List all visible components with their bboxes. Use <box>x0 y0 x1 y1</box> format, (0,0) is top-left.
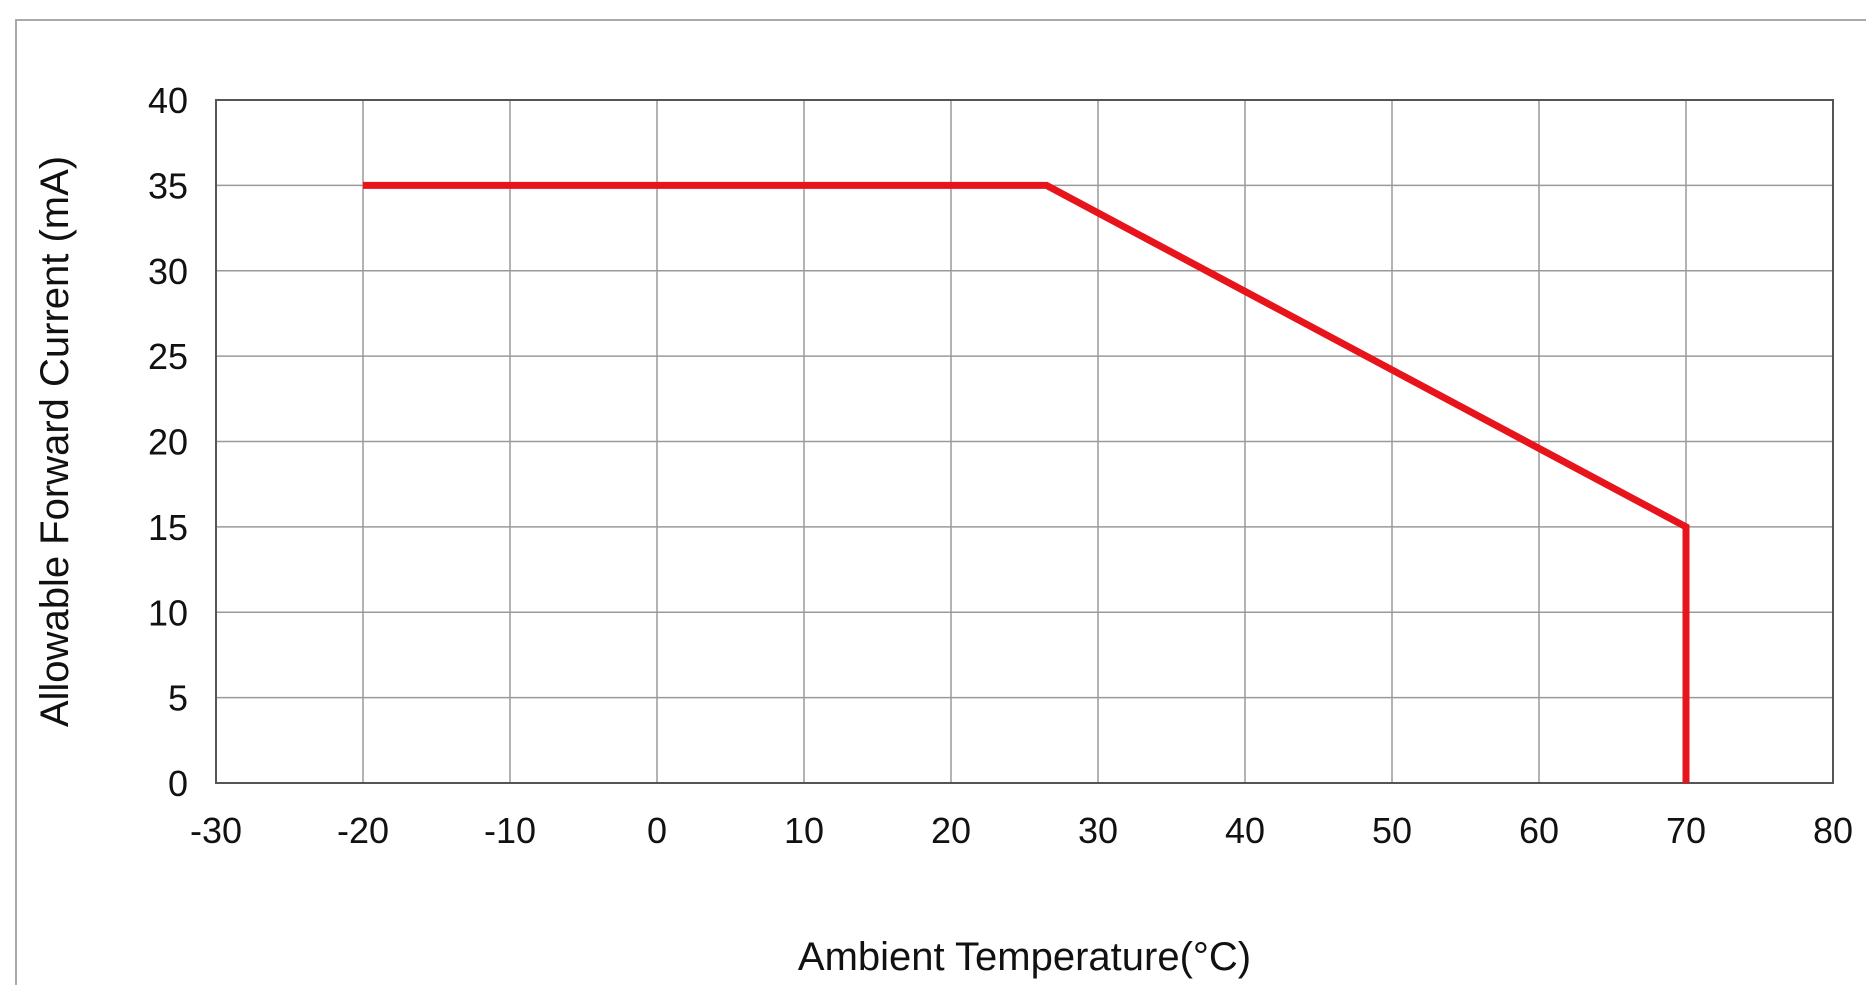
x-tick-label: 30 <box>1078 810 1118 851</box>
y-tick-label: 35 <box>148 165 188 206</box>
y-tick-label: 5 <box>168 678 188 719</box>
x-tick-label: 10 <box>784 810 824 851</box>
tick-labels: -30 -20 -10 0 10 20 30 40 50 60 70 80 0 5 10 15 20 25 30 35… <box>148 80 1853 851</box>
y-axis-title: Allowable Forward Current (mA) <box>33 156 77 727</box>
x-axis-title: Ambient Temperature(°C) <box>798 935 1251 979</box>
series-line <box>363 181 1690 783</box>
x-tick-label: 60 <box>1519 810 1559 851</box>
series-point <box>362 184 364 186</box>
y-tick-label: 40 <box>148 80 188 121</box>
y-tick-label: 30 <box>148 251 188 292</box>
y-tick-label: 20 <box>148 422 188 463</box>
x-tick-label: 80 <box>1813 810 1853 851</box>
x-tick-label: -10 <box>484 810 536 851</box>
x-tick-label: 70 <box>1666 810 1706 851</box>
y-tick-label: 10 <box>148 592 188 633</box>
series-point <box>1685 526 1687 528</box>
y-tick-label: 15 <box>148 507 188 548</box>
series-points <box>362 184 1687 784</box>
x-tick-label: 20 <box>931 810 971 851</box>
x-tick-label: -30 <box>190 810 242 851</box>
chart-frame <box>15 19 1866 985</box>
y-tick-label: 25 <box>148 336 188 377</box>
series-point <box>1046 184 1048 186</box>
y-tick-label: 0 <box>168 763 188 804</box>
x-tick-label: 40 <box>1225 810 1265 851</box>
x-tick-label: -20 <box>337 810 389 851</box>
x-tick-label: 0 <box>647 810 667 851</box>
plot-area <box>215 99 1834 784</box>
series-point <box>1685 782 1687 784</box>
x-tick-label: 50 <box>1372 810 1412 851</box>
